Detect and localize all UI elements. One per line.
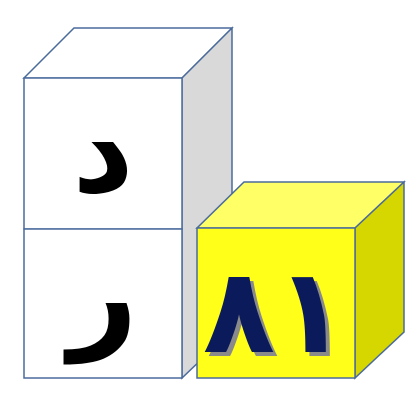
letter-dal: د <box>72 82 134 221</box>
white-block-lower-front <box>23 228 183 379</box>
yellow-block-front-face <box>196 227 356 379</box>
number-label: ٨١ <box>203 242 347 380</box>
white-block-upper-front <box>23 77 183 230</box>
letter-ra: ر <box>63 225 137 364</box>
number-shadow: ٨١ <box>207 246 351 384</box>
white-block: د ر <box>22 26 234 380</box>
yellow-block: ٨١ ٨١ <box>195 180 406 384</box>
